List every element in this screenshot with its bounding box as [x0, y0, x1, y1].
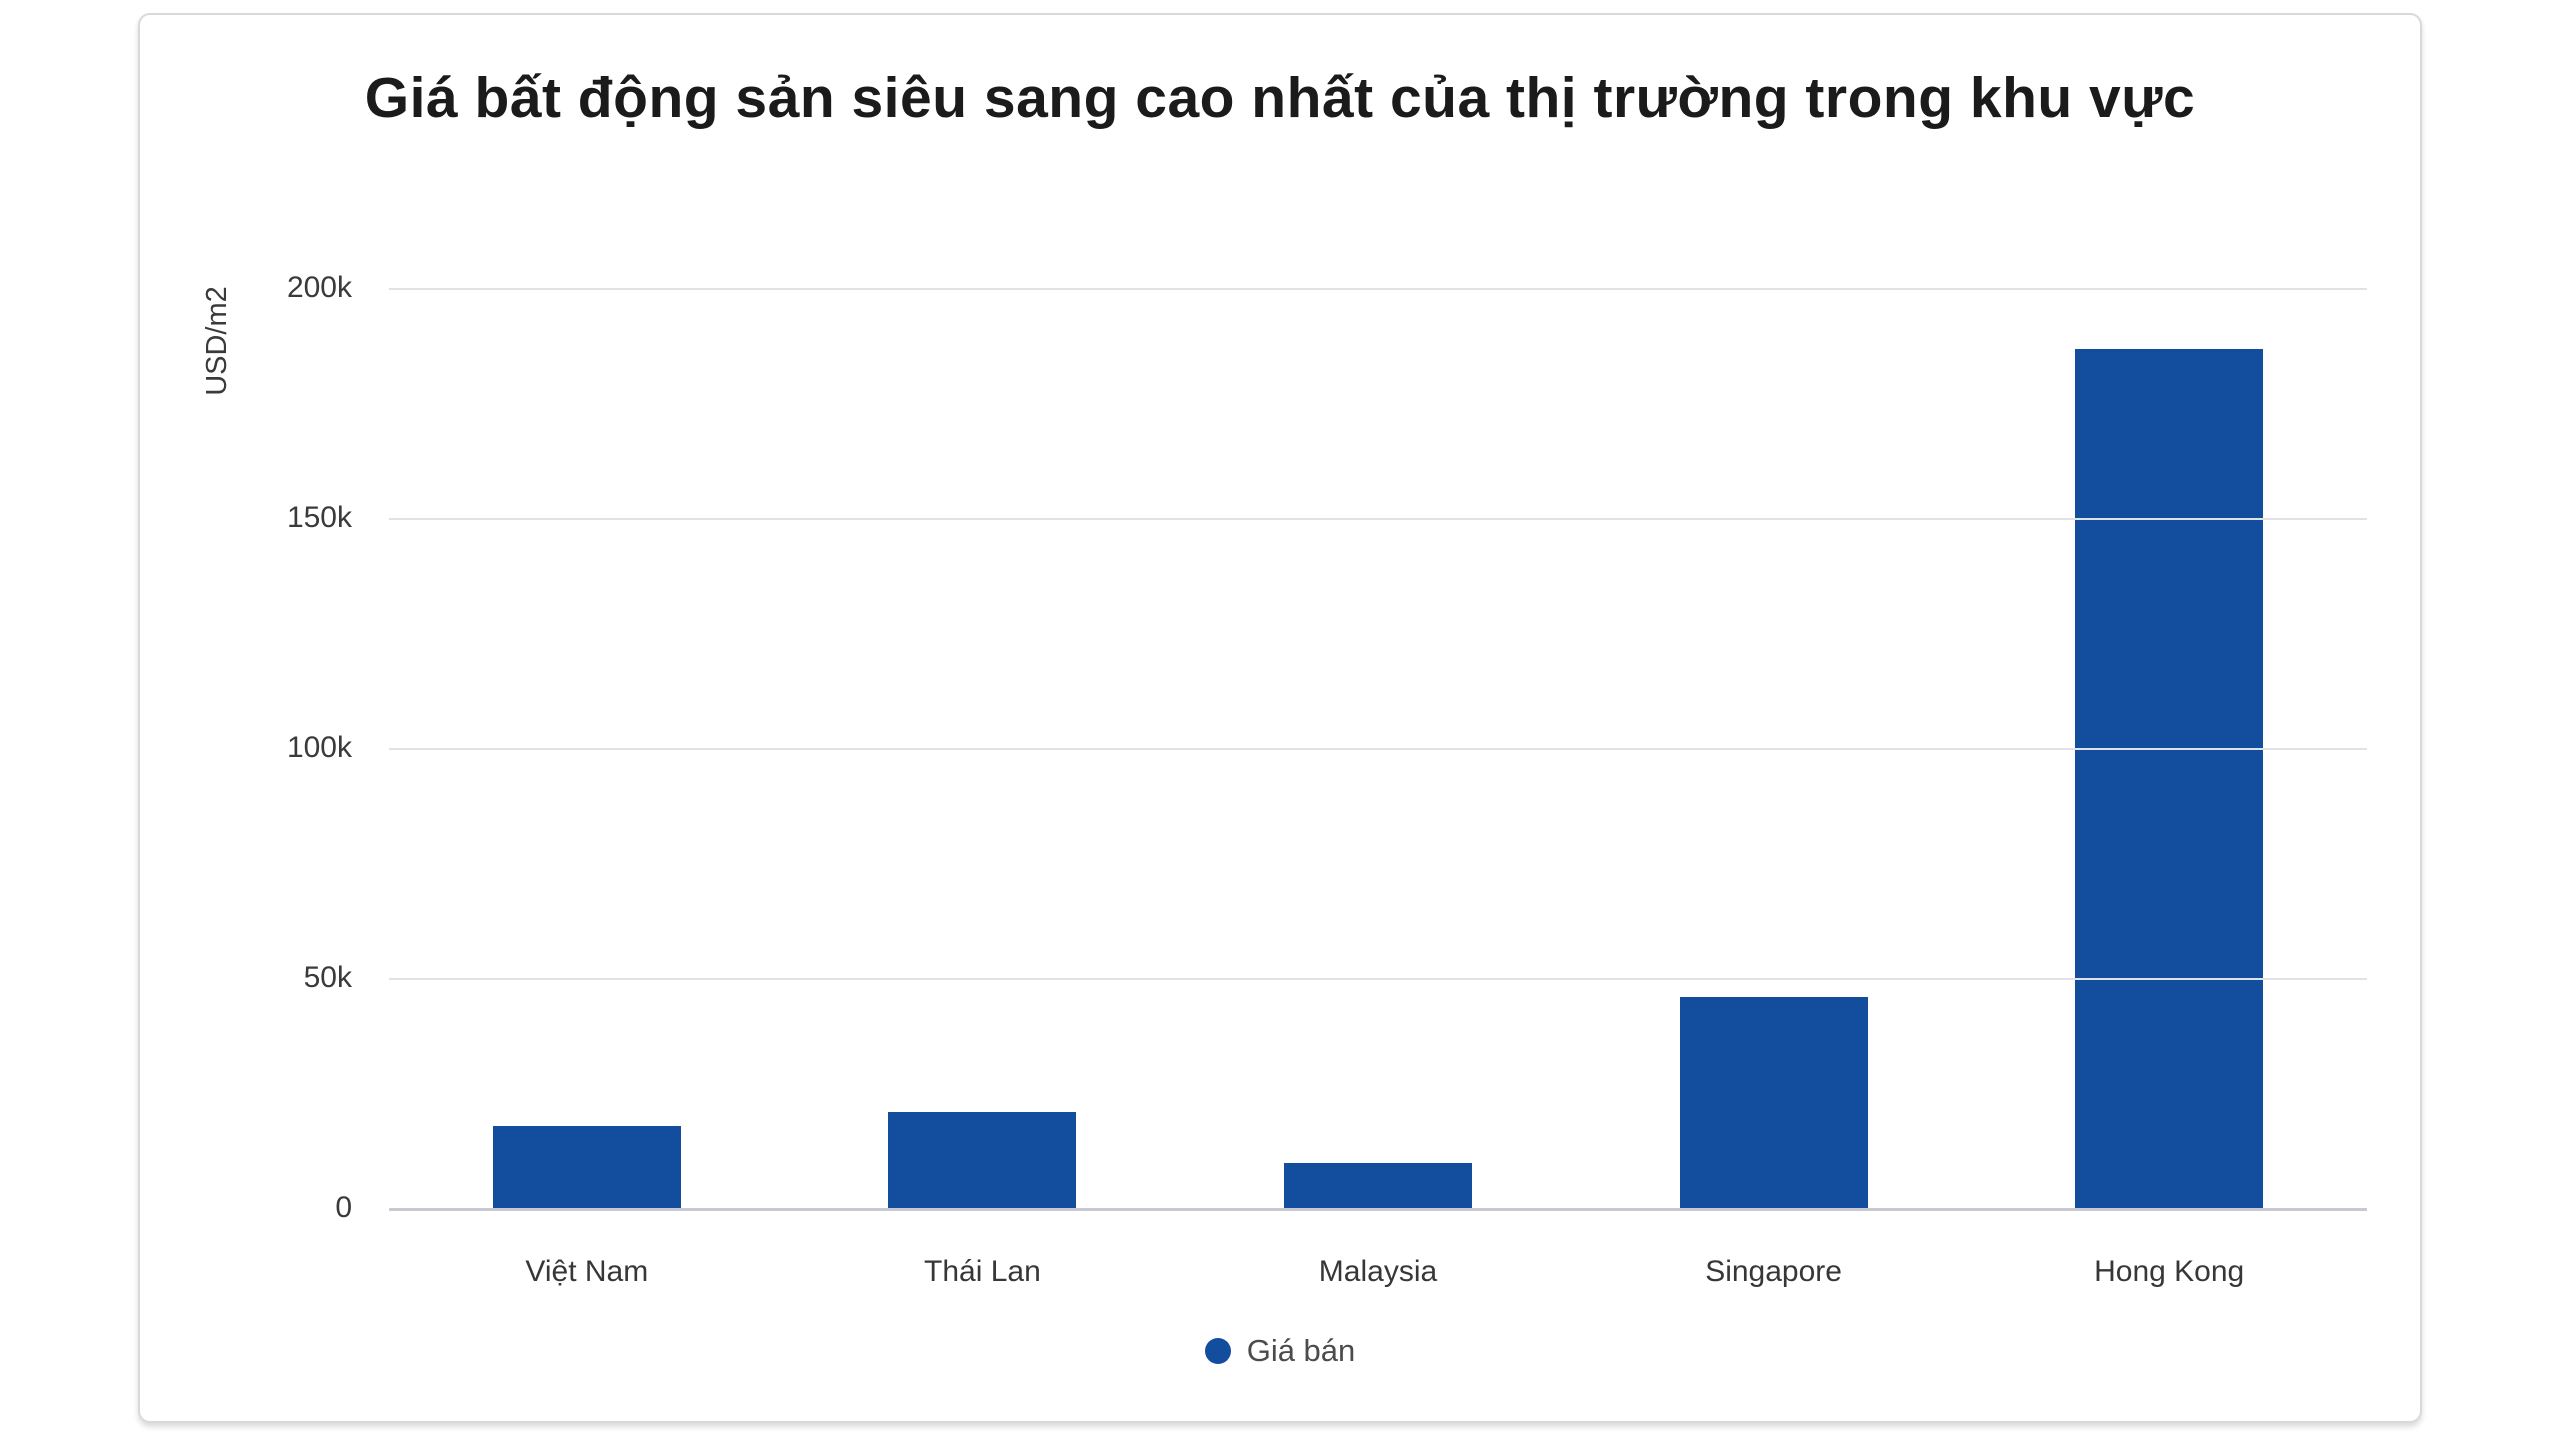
y-tick-label: 50k	[303, 961, 352, 994]
x-category-label: Malaysia	[1318, 1255, 1438, 1288]
bar-malaysia[interactable]	[1283, 1163, 1472, 1209]
bar-slot	[785, 289, 1181, 1209]
gridline	[389, 518, 2367, 520]
x-axis-labels: Việt Nam Thái Lan Malaysia Singapore Hong Ko…	[389, 1255, 2367, 1289]
bar-slot	[1180, 289, 1576, 1209]
bar-hong-kong[interactable]	[2075, 348, 2264, 1209]
legend-label: Giá bán	[1246, 1333, 1356, 1368]
x-category-label: Singapore	[1705, 1255, 1842, 1288]
legend[interactable]: Giá bán	[140, 1333, 2420, 1369]
plot-area	[389, 288, 2367, 1211]
chart-card: Giá bất động sản siêu sang cao nhất của …	[138, 13, 2422, 1423]
bar-slot	[1971, 289, 2367, 1209]
y-tick-label: 150k	[286, 501, 352, 534]
chart-title: Giá bất động sản siêu sang cao nhất của …	[364, 66, 2196, 130]
gridline	[389, 978, 2367, 980]
y-tick-label: 0	[335, 1191, 352, 1224]
bar-việt-nam[interactable]	[492, 1126, 681, 1209]
x-category-label: Thái Lan	[924, 1255, 1041, 1288]
y-tick-label: 100k	[286, 731, 352, 764]
gridline	[389, 288, 2367, 290]
y-tick-label: 200k	[286, 271, 352, 304]
gridline	[389, 748, 2367, 750]
bar-singapore[interactable]	[1679, 997, 1868, 1209]
bar-slot	[1576, 289, 1972, 1209]
x-category-label: Việt Nam	[525, 1255, 649, 1288]
x-category-label: Hong Kong	[2094, 1255, 2245, 1288]
bars-row	[389, 289, 2367, 1209]
bar-thái-lan[interactable]	[888, 1112, 1077, 1209]
x-axis-line	[389, 1208, 2367, 1211]
legend-marker-icon	[1204, 1338, 1231, 1364]
bar-slot	[389, 289, 785, 1209]
